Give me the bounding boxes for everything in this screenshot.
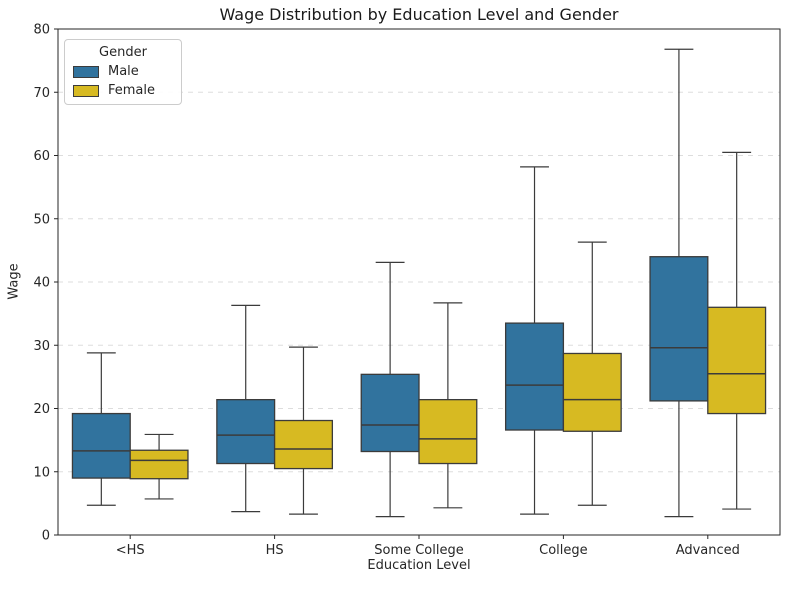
y-tick-label-60: 60 [33, 149, 50, 164]
legend-label-male: Male [108, 64, 139, 79]
chart-title: Wage Distribution by Education Level and… [219, 5, 619, 24]
y-tick-label-40: 40 [33, 276, 50, 291]
legend-label-female: Female [108, 83, 156, 98]
box-female-some-college [418, 398, 478, 465]
y-tick-label-30: 30 [33, 339, 50, 354]
female-color-swatch [73, 84, 99, 97]
box-male-hs [216, 398, 276, 465]
y-tick-label-70: 70 [33, 86, 50, 101]
box-female-advanced [707, 306, 767, 415]
box-female-hs [129, 449, 189, 480]
legend-title: Gender [99, 45, 147, 60]
box-female-hs [273, 419, 334, 470]
y-tick-label-80: 80 [33, 23, 50, 38]
box-male-college [504, 322, 565, 431]
y-tick-label-20: 20 [33, 402, 50, 417]
box-female-college [562, 352, 622, 432]
legend: Gender Male Female [64, 39, 182, 105]
y-tick-label-0: 0 [42, 529, 50, 544]
x-axis-label: Education Level [367, 558, 471, 573]
x-tick-label-1: HS [266, 543, 284, 558]
x-tick-label-4: Advanced [676, 543, 740, 558]
x-tick-label-0: <HS [116, 543, 145, 558]
y-tick-label-50: 50 [33, 212, 50, 227]
box-male-some-college [360, 373, 420, 453]
box-male-hs [71, 412, 131, 479]
box-male-advanced [649, 256, 709, 402]
legend-item-female: Female [73, 83, 173, 98]
x-tick-label-3: College [539, 543, 588, 558]
y-axis-label: Wage [6, 263, 22, 300]
legend-item-male: Male [73, 64, 173, 79]
y-tick-label-10: 10 [33, 465, 50, 480]
x-tick-label-2: Some College [374, 543, 464, 558]
male-color-swatch [73, 65, 99, 78]
